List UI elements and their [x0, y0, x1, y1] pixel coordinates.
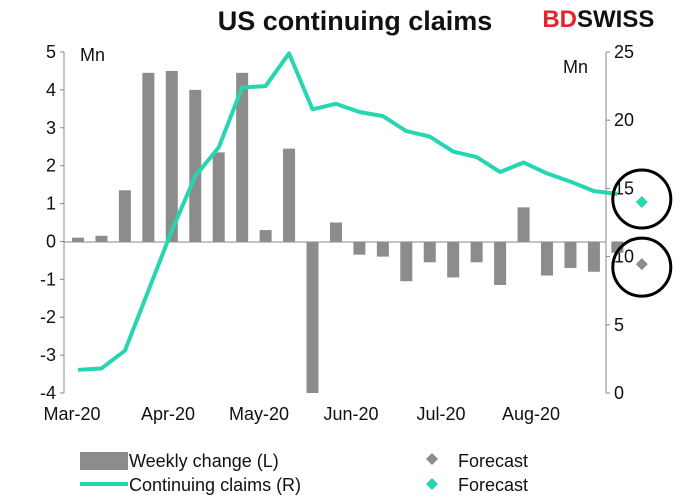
logo-text-bd: BD: [542, 6, 577, 33]
weekly-change-forecast-point: [635, 258, 648, 271]
weekly-change-bar: [447, 241, 460, 278]
weekly-change-bar: [72, 237, 84, 242]
weekly-change-bar: [494, 241, 507, 286]
weekly-change-bar: [353, 241, 366, 255]
weekly-change-bar: [236, 72, 249, 242]
weekly-change-bar: [541, 241, 553, 276]
x-tick-label: Jun-20: [323, 404, 378, 424]
legend: Weekly change (L) Forecast Continuing cl…: [80, 451, 528, 495]
weekly-change-bar: [95, 235, 108, 242]
left-axis-ticks: 5 4 3 2 1 0 -1 -2 -3 -4: [40, 42, 64, 403]
weekly-change-bar: [329, 222, 342, 242]
left-tick-label: -2: [40, 307, 56, 327]
left-tick-label: 5: [46, 42, 56, 62]
continuing-claims-layer: [77, 51, 618, 372]
weekly-change-bar: [400, 241, 413, 282]
right-tick-label: 0: [614, 383, 624, 403]
right-tick-label: 5: [614, 315, 624, 335]
weekly-change-bar: [165, 70, 178, 242]
weekly-change-bar: [587, 241, 600, 272]
weekly-change-bar: [376, 241, 389, 257]
left-tick-label: 3: [46, 118, 56, 138]
left-tick-label: -1: [40, 269, 56, 289]
weekly-change-bar: [611, 241, 624, 253]
x-tick-label: May-20: [229, 404, 289, 424]
weekly-change-bar: [470, 241, 483, 263]
right-axis-unit: Mn: [563, 57, 588, 77]
weekly-change-bar: [189, 89, 202, 242]
legend-continuing-claims: Continuing claims (R): [129, 475, 301, 495]
x-tick-label: Jul-20: [416, 404, 465, 424]
left-tick-label: 2: [46, 156, 56, 176]
left-tick-label: -3: [40, 345, 56, 365]
weekly-change-bar: [259, 230, 272, 242]
x-tick-label: Apr-20: [141, 404, 195, 424]
forecast-layer: [611, 168, 673, 298]
right-tick-label: 25: [614, 42, 634, 62]
legend-forecast-gray-marker: [426, 453, 438, 465]
forecast-highlight-circle-top: [611, 168, 673, 230]
forecast-highlight-circle-bottom: [611, 236, 673, 298]
weekly-change-bar: [283, 148, 296, 242]
logo-text-swiss: SWISS: [577, 6, 654, 33]
x-axis-ticks: Mar-20 Apr-20 May-20 Jun-20 Jul-20 Aug-20: [43, 404, 560, 424]
right-tick-label: 20: [614, 110, 634, 130]
left-tick-label: 1: [46, 194, 56, 214]
left-axis-unit: Mn: [80, 45, 105, 65]
left-tick-label: 0: [46, 231, 56, 251]
weekly-change-bar: [517, 207, 530, 242]
legend-bar-swatch: [80, 452, 128, 470]
left-tick-label: -4: [40, 383, 56, 403]
weekly-change-bar: [306, 241, 319, 393]
chart-title: US continuing claims: [218, 6, 493, 36]
x-tick-label: Mar-20: [43, 404, 100, 424]
left-tick-label: 4: [46, 80, 56, 100]
weekly-change-bar: [212, 152, 225, 242]
weekly-change-bars: [72, 70, 624, 393]
bdswiss-logo: BD SWISS: [542, 6, 654, 33]
continuing-claims-line: [77, 51, 618, 372]
weekly-change-bar: [564, 241, 577, 268]
legend-forecast-teal-marker: [426, 478, 438, 490]
weekly-change-bar: [118, 190, 131, 242]
legend-weekly-change: Weekly change (L): [129, 451, 279, 471]
continuing-claims-forecast-point: [635, 196, 648, 209]
weekly-change-bar: [142, 72, 155, 242]
weekly-change-bar: [423, 241, 436, 263]
legend-forecast-teal: Forecast: [458, 475, 528, 495]
x-tick-label: Aug-20: [502, 404, 560, 424]
legend-forecast-gray: Forecast: [458, 451, 528, 471]
